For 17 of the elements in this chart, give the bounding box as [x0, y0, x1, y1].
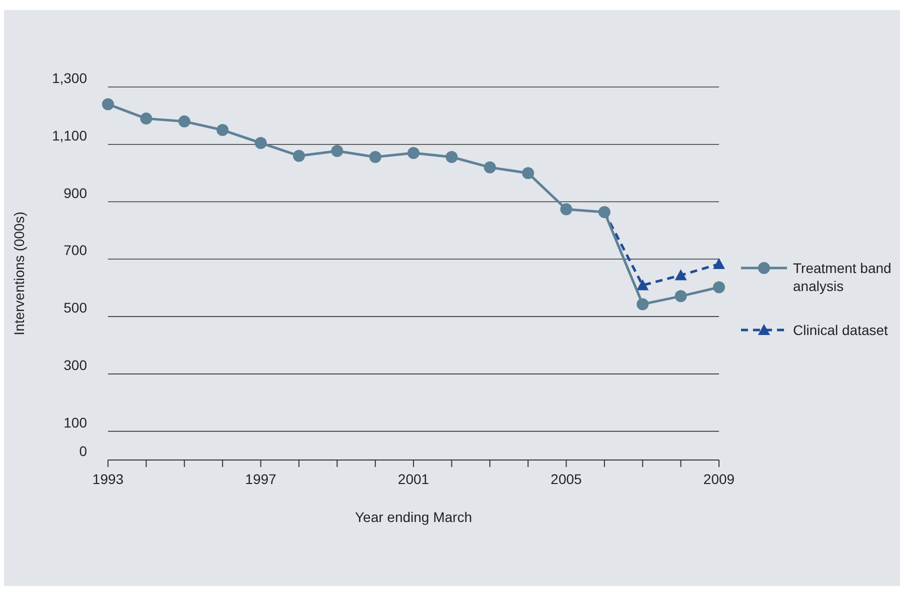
- x-tick-label: 1997: [245, 471, 277, 487]
- legend-label: Treatment band analysis: [793, 260, 892, 294]
- x-tick-label: 2005: [550, 471, 582, 487]
- y-tick-label: 1,100: [52, 127, 88, 144]
- y-tick-label: 1,300: [52, 70, 88, 86]
- y-tick-label: 900: [64, 184, 88, 201]
- x-tick-label: 1993: [92, 471, 124, 487]
- y-tick-label: 300: [64, 356, 88, 373]
- x-tick-label: 2009: [703, 471, 735, 487]
- y-tick-label: 100: [64, 414, 88, 430]
- y-tick-label: 700: [64, 242, 88, 258]
- y-axis-title: Interventions (000s): [11, 212, 27, 336]
- x-tick-label: 2001: [398, 471, 430, 487]
- legend-label: Clinical dataset: [793, 322, 888, 338]
- y-tick-label: 0: [79, 443, 88, 459]
- y-tick-label: 500: [64, 300, 88, 316]
- x-axis-title: Year ending March: [354, 509, 472, 525]
